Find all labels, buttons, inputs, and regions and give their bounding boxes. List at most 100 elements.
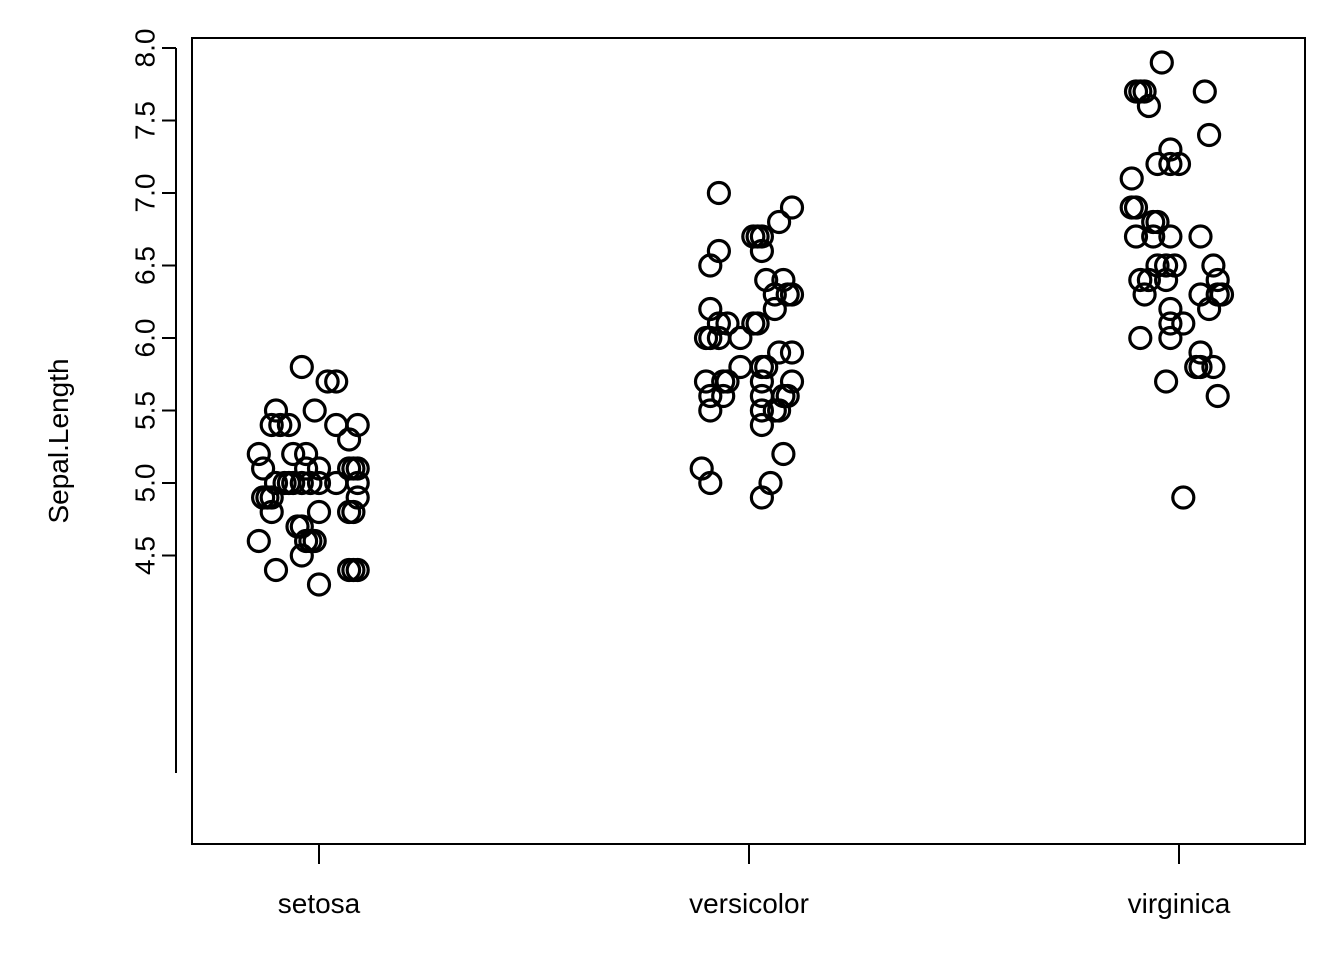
data-point-virginica: [1158, 151, 1183, 177]
data-point-virginica: [1188, 340, 1213, 365]
data-point-virginica: [1153, 369, 1179, 394]
data-point-setosa: [294, 456, 319, 481]
data-point-versicolor: [762, 296, 787, 322]
y-tick-label: 6.5: [130, 246, 161, 285]
data-point-versicolor: [749, 224, 775, 249]
data-point-virginica: [1171, 485, 1196, 510]
data-point-setosa: [337, 427, 362, 452]
data-point-setosa: [246, 441, 271, 467]
data-point-virginica: [1158, 224, 1183, 249]
data-point-virginica: [1132, 79, 1157, 104]
x-tick-label-virginica: virginica: [1128, 888, 1231, 919]
data-point-setosa: [259, 412, 284, 438]
data-point-versicolor: [779, 282, 805, 307]
data-point-versicolor: [749, 412, 775, 438]
data-point-setosa: [341, 499, 366, 525]
data-point-versicolor: [779, 340, 805, 365]
data-point-setosa: [281, 470, 306, 496]
data-point-setosa: [345, 470, 370, 496]
data-point-virginica: [1196, 122, 1222, 148]
y-tick-label: 6.0: [130, 319, 161, 358]
x-tick-label-setosa: setosa: [278, 888, 361, 919]
y-axis: 4.5 5.0 5.5 6.0 6.5 7.0 7.5 8.0: [130, 29, 177, 773]
data-point-virginica: [1141, 224, 1166, 249]
y-tick-label: 8.0: [130, 29, 161, 68]
data-point-virginica: [1205, 383, 1230, 409]
data-point-virginica: [1136, 267, 1162, 293]
data-point-virginica: [1158, 325, 1183, 351]
data-point-setosa: [263, 557, 289, 583]
data-point-setosa: [259, 485, 284, 510]
y-tick-label: 5.0: [130, 464, 161, 503]
data-point-virginica: [1128, 325, 1153, 351]
data-point-virginica: [1166, 151, 1192, 177]
data-point-setosa: [324, 369, 349, 394]
data-point-versicolor: [698, 253, 723, 278]
data-point-setosa: [294, 441, 319, 467]
data-point-virginica: [1136, 93, 1162, 119]
y-tick-label: 5.5: [130, 391, 161, 430]
data-point-versicolor: [766, 340, 792, 365]
y-tick-label: 4.5: [130, 536, 161, 575]
data-point-setosa: [302, 528, 327, 554]
data-point-setosa: [289, 354, 314, 380]
data-point-versicolor: [745, 311, 770, 336]
data-point-setosa: [315, 369, 340, 394]
data-point-versicolor: [698, 325, 723, 351]
data-point-versicolor: [698, 398, 723, 423]
data-point-virginica: [1201, 354, 1226, 380]
data-point-versicolor: [728, 325, 753, 351]
y-tick-label: 7.0: [130, 174, 161, 213]
data-point-versicolor: [749, 485, 775, 510]
data-point-virginica: [1149, 50, 1174, 75]
data-point-versicolor: [698, 383, 723, 409]
data-point-versicolor: [711, 383, 736, 409]
data-point-setosa: [306, 470, 332, 496]
data-points: [246, 50, 1235, 597]
data-point-setosa: [281, 441, 306, 467]
data-point-versicolor: [771, 441, 796, 467]
data-point-virginica: [1153, 267, 1179, 293]
data-point-virginica: [1123, 224, 1149, 249]
data-point-virginica: [1158, 311, 1183, 336]
data-point-setosa: [302, 398, 327, 423]
data-point-setosa: [268, 412, 293, 438]
data-point-virginica: [1153, 253, 1179, 278]
data-point-virginica: [1123, 195, 1149, 220]
data-point-setosa: [306, 572, 332, 597]
data-point-setosa: [289, 543, 314, 568]
data-point-versicolor: [779, 195, 805, 220]
data-point-virginica: [1128, 267, 1153, 293]
data-point-versicolor: [766, 209, 792, 235]
data-point-virginica: [1145, 209, 1170, 235]
data-point-virginica: [1158, 296, 1183, 322]
data-point-setosa: [345, 456, 370, 481]
data-point-setosa: [276, 412, 301, 438]
data-point-versicolor: [706, 180, 732, 206]
y-axis-title: Sepal.Length: [43, 358, 74, 523]
data-point-versicolor: [698, 470, 723, 496]
data-point-virginica: [1171, 311, 1196, 336]
data-point-virginica: [1192, 79, 1217, 104]
data-point-versicolor: [749, 369, 775, 394]
data-point-setosa: [263, 398, 289, 423]
data-point-virginica: [1201, 253, 1226, 278]
data-point-virginica: [1119, 166, 1144, 191]
data-point-virginica: [1188, 224, 1213, 249]
data-point-virginica: [1188, 354, 1213, 380]
y-tick-label: 7.5: [130, 101, 161, 140]
data-point-setosa: [298, 470, 323, 496]
data-point-setosa: [259, 499, 284, 525]
x-tick-label-versicolor: versicolor: [689, 888, 809, 919]
data-point-versicolor: [762, 282, 787, 307]
data-point-setosa: [251, 456, 276, 481]
data-point-setosa: [345, 557, 370, 583]
data-point-versicolor: [749, 238, 775, 264]
data-point-virginica: [1205, 267, 1230, 293]
data-point-setosa: [246, 528, 271, 554]
data-point-setosa: [306, 499, 332, 525]
x-axis: setosa versicolor virginica: [278, 843, 1231, 919]
data-point-versicolor: [715, 369, 740, 394]
data-point-virginica: [1209, 282, 1235, 307]
